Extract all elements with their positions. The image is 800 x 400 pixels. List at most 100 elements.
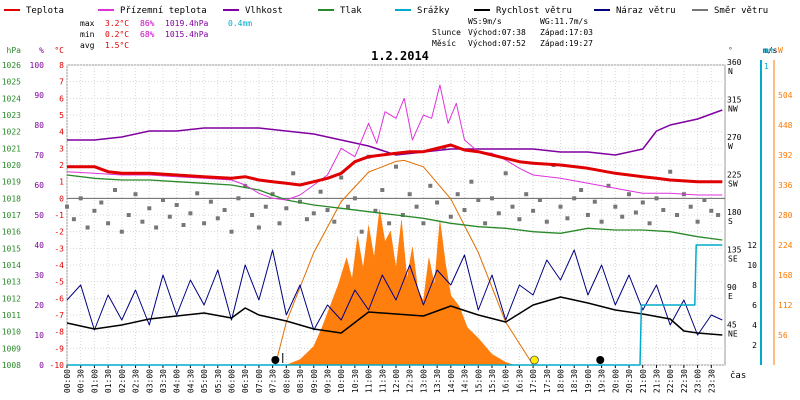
x-tick-label: 15:00: [474, 369, 483, 393]
stat-temp: 0.2°C: [105, 30, 129, 39]
wind-dir-point: [119, 229, 124, 234]
legend-label: Náraz větru: [616, 6, 676, 16]
wind-dir-point: [455, 192, 460, 197]
wind-dir-point: [359, 229, 364, 234]
x-tick-label: 04:00: [173, 369, 182, 393]
sunset-marker: [530, 355, 539, 365]
chart-title: 1.2.2014: [371, 49, 429, 63]
wind-dir-point: [442, 146, 446, 151]
x-tick-label: 08:00: [282, 369, 291, 393]
wind-dir-point: [263, 204, 268, 209]
x-tick-label: 21:00: [639, 369, 648, 393]
x-tick-label: 03:30: [159, 369, 168, 393]
axis-dir-label: E: [728, 292, 733, 301]
x-tick-label: 02:30: [132, 369, 141, 393]
wind-dir-point: [524, 192, 529, 197]
wind-dir-point: [627, 192, 631, 197]
wind-dir-point: [99, 200, 104, 205]
axis-dir-label: W: [728, 142, 733, 151]
x-tick-label: 13:00: [419, 369, 428, 393]
wind-dir-point: [592, 199, 597, 204]
x-tick-label: 22:00: [666, 369, 675, 393]
wind-dir-point: [174, 203, 179, 207]
axis-tick-label: 180: [727, 208, 742, 217]
axis-tick-label: 60: [34, 181, 44, 190]
wind-dir-point: [613, 204, 618, 209]
x-tick-label: 06:30: [241, 369, 250, 393]
legend: Teplota Přízemní teplota Vlhkost Tlak Srážky…: [4, 6, 768, 16]
wind-dir-point: [229, 229, 234, 234]
x-tick-label: 19:30: [598, 369, 607, 393]
axis-tick-label: 1012: [2, 294, 21, 303]
wind-dir-point: [208, 199, 213, 204]
axis-tick-label: 280: [778, 211, 793, 220]
wind-dir-point: [133, 192, 138, 197]
axis-tick-label: 1011: [2, 311, 21, 320]
legend-label: Tlak: [340, 6, 362, 16]
wind-dir-point: [407, 192, 412, 197]
stat-pressure: 1019.4hPa: [165, 19, 209, 28]
x-tick-label: 17:30: [543, 369, 552, 393]
x-tick-label: 13:30: [433, 369, 442, 393]
x-tick-label: 23:00: [694, 369, 703, 393]
wind-dir-point: [304, 217, 309, 222]
wind-dir-point: [188, 211, 193, 216]
stat-label: max: [80, 19, 95, 28]
wind-dir-point: [503, 171, 508, 176]
wind-dir-point: [400, 213, 405, 217]
x-tick-label: 11:30: [378, 369, 387, 393]
legend-label: Vlhkost: [245, 6, 283, 16]
x-tick-label: 03:00: [145, 369, 154, 393]
wind-dir-point: [716, 213, 721, 217]
axis-tick-label: 336: [778, 181, 793, 190]
x-tick-label: 12:00: [392, 369, 401, 393]
stats-panel: max 3.2°C 86% 1019.4hPa 0.4mm min 0.2°C 68% 1015…: [80, 17, 593, 50]
wind-dir-point: [140, 219, 145, 224]
stat-label: min: [80, 30, 95, 39]
axis-tick-label: 1021: [2, 144, 21, 153]
axis-tick-label: 2: [59, 161, 64, 170]
wind-dir-point: [435, 200, 440, 205]
axis-dir-label: SW: [728, 180, 738, 189]
axis-tick-label: 224: [778, 241, 793, 250]
legend-label: Srážky: [417, 6, 450, 16]
axis-tick-label: 4: [59, 128, 64, 137]
stat-temp: 3.2°C: [105, 19, 129, 28]
axis-tick-label: -2: [54, 228, 64, 237]
wind-dir-point: [154, 225, 159, 230]
wind-dir-point: [373, 208, 378, 213]
x-tick-label: 09:30: [323, 369, 332, 393]
wind-dir-point: [85, 225, 90, 230]
axis-tick-label: 135: [727, 246, 742, 255]
series-pressure: [66, 174, 723, 241]
series-rain: [67, 244, 723, 366]
axis-tick-label: 1: [764, 62, 769, 71]
axis-tick-label: 270: [727, 133, 742, 142]
stat-temp: 1.5°C: [105, 41, 129, 50]
wind-dir-point: [106, 221, 111, 226]
axis-dir-label: NE: [728, 330, 738, 339]
axis-tick-label: 1023: [2, 111, 21, 120]
wind-dir-point: [647, 221, 652, 226]
wind-dir-point: [428, 183, 433, 188]
wind-dir-point: [161, 198, 165, 202]
wind-dir-point: [311, 211, 316, 216]
wind-dir-point: [291, 171, 296, 176]
wind-dir-point: [243, 183, 248, 188]
axis-unit: °: [728, 46, 733, 55]
x-tick-label: 22:30: [680, 369, 689, 393]
wind-dir-point: [222, 208, 227, 212]
axis-tick-label: 1013: [2, 278, 21, 287]
wind-dir-point: [332, 219, 337, 224]
wind-dir-point: [394, 164, 398, 169]
axis-tick-label: -7: [54, 311, 64, 320]
x-tick-label: 02:00: [118, 369, 127, 393]
wind-dir-point: [448, 214, 453, 219]
x-tick-label: 05:30: [214, 369, 223, 393]
axis-tick-label: 1022: [2, 128, 21, 137]
wind-dir-point: [572, 196, 577, 201]
axis-tick-label: 100: [30, 61, 45, 70]
x-tick-label: 10:00: [337, 369, 346, 393]
series-wind-speed: [66, 296, 723, 336]
